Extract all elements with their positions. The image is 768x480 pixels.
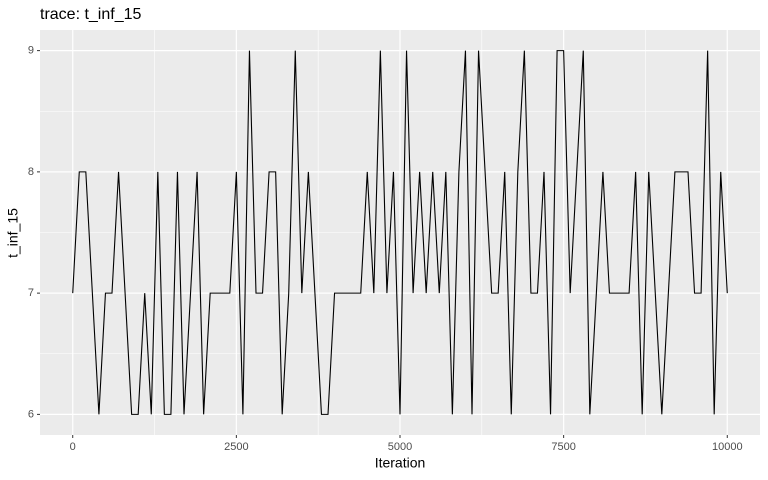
x-axis-label: Iteration (375, 455, 426, 471)
x-tick-label: 2500 (224, 441, 248, 453)
x-tick-label: 0 (70, 441, 76, 453)
y-tick-label: 7 (28, 287, 34, 299)
x-tick-label: 10000 (712, 441, 743, 453)
y-axis-label: t_inf_15 (5, 208, 21, 258)
chart-title: trace: t_inf_15 (40, 6, 142, 23)
y-tick-label: 8 (28, 166, 34, 178)
trace-line (72, 50, 728, 415)
x-tick-label: 7500 (551, 441, 575, 453)
y-tick-label: 9 (28, 45, 34, 57)
y-tick-label: 6 (28, 408, 34, 420)
x-tick-label: 5000 (388, 441, 412, 453)
